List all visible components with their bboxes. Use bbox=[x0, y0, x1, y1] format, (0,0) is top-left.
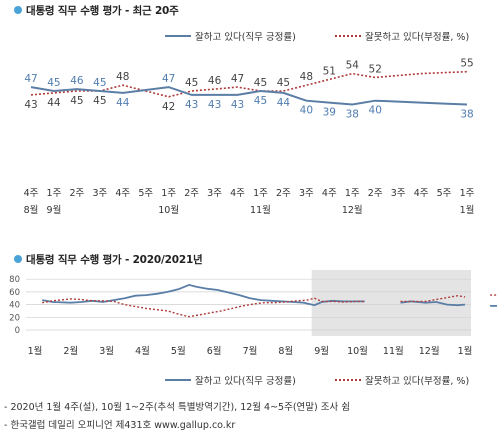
negative-data-label: 45 bbox=[93, 95, 106, 107]
x-tick-label-week: 2주 bbox=[368, 188, 383, 199]
shaded-period-region bbox=[311, 270, 471, 336]
x-tick-label-month: 9월 bbox=[47, 204, 62, 216]
negative-data-label: 54 bbox=[346, 60, 360, 72]
positive-data-label: 43 bbox=[231, 99, 244, 111]
y-tick-label: 20 bbox=[9, 313, 20, 323]
chart1-legend-negative: 잘못하고 있다(부정률, %) bbox=[335, 29, 469, 43]
negative-data-label: 55 bbox=[460, 58, 473, 70]
x-tick-label-month: 12월 bbox=[419, 345, 440, 357]
x-tick-label-week: 1주 bbox=[161, 188, 176, 199]
x-tick-label-month: 7월 bbox=[243, 345, 258, 357]
x-tick-label-week: 4주 bbox=[414, 188, 429, 199]
negative-data-label: 45 bbox=[70, 95, 83, 107]
x-tick-label-month: 2월 bbox=[63, 345, 78, 357]
legend-dotted-line-icon bbox=[335, 35, 361, 37]
negative-series-line bbox=[42, 297, 365, 318]
x-tick-label-month: 6월 bbox=[207, 345, 222, 357]
x-tick-label-month: 5월 bbox=[171, 345, 186, 357]
x-tick-label-week: 1주 bbox=[460, 188, 475, 199]
y-tick-label: 40 bbox=[9, 301, 20, 311]
positive-series-line bbox=[42, 283, 365, 307]
negative-data-label: 45 bbox=[254, 77, 267, 89]
chart2-legend-positive: 잘하고 있다(직무 긍정률) bbox=[165, 373, 296, 387]
x-tick-label-month: 1월 bbox=[460, 204, 475, 216]
x-tick-label-week: 3주 bbox=[391, 188, 406, 199]
x-tick-label-week: 1주 bbox=[47, 188, 62, 199]
legend-dotted-line-icon bbox=[335, 379, 361, 381]
x-tick-label-month: 9월 bbox=[314, 345, 329, 357]
bullet-icon bbox=[14, 6, 22, 14]
footnote-1: - 2020년 1월 4주(설), 10월 1~2주(추석 특별방역기간), 1… bbox=[4, 402, 350, 413]
x-tick-label-week: 4주 bbox=[24, 188, 39, 199]
positive-data-label: 46 bbox=[70, 75, 84, 87]
positive-data-label: 45 bbox=[47, 77, 60, 89]
x-tick-label-month: 8월 bbox=[24, 204, 39, 216]
x-tick-label-month: 8월 bbox=[278, 345, 293, 357]
x-tick-label-month: 1월 bbox=[28, 345, 43, 357]
positive-data-label: 38 bbox=[346, 109, 359, 121]
negative-data-label: 52 bbox=[369, 63, 382, 75]
chart1-title: 대통령 직무 수행 평가 - 최근 20주 bbox=[14, 3, 179, 18]
negative-series-line bbox=[400, 294, 466, 303]
x-tick-label-week: 3주 bbox=[299, 188, 314, 199]
positive-data-label: 47 bbox=[24, 73, 37, 85]
positive-data-label: 43 bbox=[185, 99, 198, 111]
chart2-legend-negative: 잘못하고 있다(부정률, %) bbox=[335, 373, 469, 387]
positive-data-label: 40 bbox=[300, 105, 313, 117]
positive-data-label: 47 bbox=[162, 73, 175, 85]
x-tick-label-month: 3월 bbox=[99, 345, 114, 357]
positive-data-label: 39 bbox=[323, 107, 336, 119]
chart2-title: 대통령 직무 수행 평가 - 2020/2021년 bbox=[14, 252, 203, 267]
footnote-2: - 한국갤럽 데일리 오피니언 제431호 www.gallup.co.kr bbox=[4, 420, 236, 431]
negative-data-label: 51 bbox=[323, 65, 336, 77]
x-tick-label-week: 1주 bbox=[253, 188, 268, 199]
y-tick-label: 60 bbox=[9, 288, 20, 298]
x-tick-label-week: 2주 bbox=[276, 188, 291, 199]
negative-data-label: 46 bbox=[208, 75, 222, 87]
x-tick-label-week: 3주 bbox=[92, 188, 107, 199]
positive-data-label: 38 bbox=[460, 109, 473, 121]
negative-series-line bbox=[30, 70, 468, 98]
x-tick-label-week: 4주 bbox=[230, 188, 245, 199]
positive-data-label: 45 bbox=[93, 77, 106, 89]
negative-data-label: 48 bbox=[116, 71, 129, 83]
x-tick-label-week: 1주 bbox=[345, 188, 360, 199]
positive-data-label: 43 bbox=[208, 99, 221, 111]
positive-data-label: 44 bbox=[277, 97, 291, 109]
positive-data-label: 44 bbox=[116, 97, 130, 109]
x-tick-label-month: 1월 bbox=[458, 345, 473, 357]
x-tick-label-month: 11월 bbox=[250, 204, 271, 216]
positive-data-label: 40 bbox=[369, 105, 382, 117]
chart1-legend-positive: 잘하고 있다(직무 긍정률) bbox=[165, 29, 296, 43]
x-tick-label-month: 10월 bbox=[158, 204, 179, 216]
chart1-plot: 47 45 46 45 44 47 43 43 43 45 44 40 39 38 40 38 43 44 45 45… bbox=[24, 58, 475, 216]
negative-data-label: 47 bbox=[231, 73, 244, 85]
x-tick-label-month: 12월 bbox=[342, 204, 363, 216]
negative-data-label: 43 bbox=[24, 99, 37, 111]
chart2-plot: 0 20 40 60 80 1월 2월 3월 4월 5월 6월 7월 8월 9월 10월 11월 12월 1월 bbox=[9, 270, 497, 357]
x-tick-label-month: 4월 bbox=[135, 345, 150, 357]
negative-data-label: 45 bbox=[277, 77, 290, 89]
legend-solid-line-icon bbox=[165, 35, 191, 37]
x-tick-label-week: 2주 bbox=[184, 188, 199, 199]
positive-data-label: 45 bbox=[254, 95, 267, 107]
x-tick-label-week: 4주 bbox=[322, 188, 337, 199]
positive-series-line bbox=[30, 86, 468, 106]
x-tick-label-week: 2주 bbox=[69, 188, 84, 199]
negative-data-label: 44 bbox=[47, 97, 61, 109]
negative-data-label: 42 bbox=[162, 101, 175, 113]
x-tick-label-month: 11월 bbox=[383, 345, 404, 357]
x-tick-label-week: 4주 bbox=[115, 188, 130, 199]
legend-solid-line-icon bbox=[165, 379, 191, 381]
y-tick-label: 0 bbox=[15, 326, 20, 336]
y-tick-label: 80 bbox=[9, 275, 20, 285]
x-tick-label-week: 5주 bbox=[138, 188, 153, 199]
bullet-icon bbox=[14, 255, 22, 263]
negative-data-label: 48 bbox=[300, 71, 313, 83]
positive-series-line bbox=[400, 300, 466, 307]
x-tick-label-month: 10월 bbox=[347, 345, 368, 357]
x-tick-label-week: 3주 bbox=[207, 188, 222, 199]
x-tick-label-week: 5주 bbox=[437, 188, 452, 199]
negative-data-label: 45 bbox=[185, 77, 198, 89]
